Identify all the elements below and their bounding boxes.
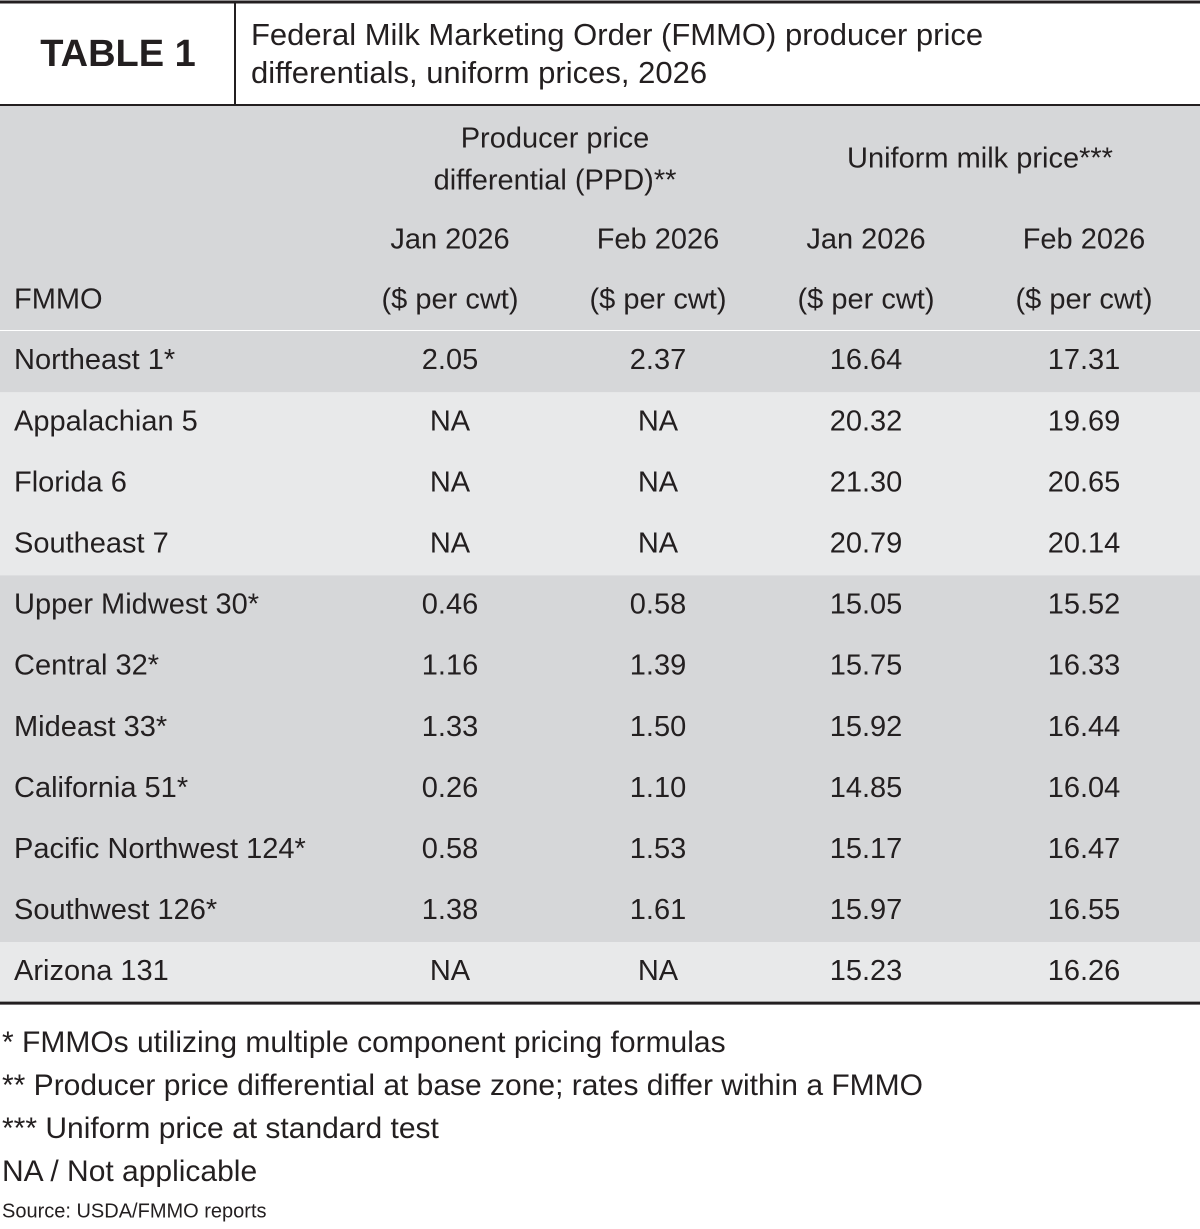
footnote: * FMMOs utilizing multiple component pri… xyxy=(2,1026,726,1059)
header-band xyxy=(0,105,1200,330)
cell-value: 1.10 xyxy=(630,772,686,804)
table-title: Federal Milk Marketing Order (FMMO) prod… xyxy=(251,17,983,52)
row-label: Central 32* xyxy=(14,650,159,682)
table-label: TABLE 1 xyxy=(40,33,196,75)
group-header: differential (PPD)** xyxy=(434,165,677,197)
column-unit: ($ per cwt) xyxy=(1016,284,1153,316)
cell-value: 0.58 xyxy=(422,833,478,865)
cell-value: 1.61 xyxy=(630,894,686,926)
cell-value: 15.52 xyxy=(1048,589,1121,621)
cell-value: 16.26 xyxy=(1048,955,1121,987)
row-label: Florida 6 xyxy=(14,466,127,498)
cell-value: NA xyxy=(430,955,471,987)
cell-value: 16.04 xyxy=(1048,772,1121,804)
cell-value: 21.30 xyxy=(830,466,903,498)
row-band xyxy=(0,942,1200,1004)
row-band xyxy=(0,514,1200,576)
row-label: Arizona 131 xyxy=(14,955,169,987)
footnote: NA / Not applicable xyxy=(2,1155,257,1188)
cell-value: NA xyxy=(638,528,679,560)
cell-value: 16.44 xyxy=(1048,711,1121,743)
row-label: Appalachian 5 xyxy=(14,405,198,437)
column-unit: ($ per cwt) xyxy=(382,284,519,316)
cell-value: 1.50 xyxy=(630,711,686,743)
cell-value: 20.79 xyxy=(830,528,903,560)
cell-value: 15.75 xyxy=(830,650,903,682)
row-band xyxy=(0,880,1200,943)
cell-value: 15.92 xyxy=(830,711,903,743)
cell-value: 15.05 xyxy=(830,589,903,621)
row-label: Mideast 33* xyxy=(14,711,167,743)
row-label: Southeast 7 xyxy=(14,528,169,560)
cell-value: NA xyxy=(638,405,679,437)
cell-value: 15.97 xyxy=(830,894,903,926)
row-band xyxy=(0,636,1200,699)
column-period: Feb 2026 xyxy=(597,224,720,256)
row-label: California 51* xyxy=(14,772,188,804)
group-header: Producer price xyxy=(461,123,650,155)
cell-value: 2.05 xyxy=(422,344,478,376)
footnote: *** Uniform price at standard test xyxy=(2,1112,440,1145)
cell-value: 0.46 xyxy=(422,589,478,621)
cell-value: NA xyxy=(638,466,679,498)
row-label: Southwest 126* xyxy=(14,894,217,926)
cell-value: 1.16 xyxy=(422,650,478,682)
row-band xyxy=(0,453,1200,515)
cell-value: 1.33 xyxy=(422,711,478,743)
cell-value: 0.26 xyxy=(422,772,478,804)
column-period: Jan 2026 xyxy=(806,224,925,256)
row-label: Pacific Northwest 124* xyxy=(14,833,306,865)
cell-value: 20.14 xyxy=(1048,528,1121,560)
row-label: Upper Midwest 30* xyxy=(14,589,259,621)
footnote: ** Producer price differential at base z… xyxy=(2,1069,923,1102)
cell-value: 2.37 xyxy=(630,344,686,376)
cell-value: 16.47 xyxy=(1048,833,1121,865)
cell-value: 16.33 xyxy=(1048,650,1121,682)
cell-value: 0.58 xyxy=(630,589,686,621)
row-label: Northeast 1* xyxy=(14,344,175,376)
cell-value: 19.69 xyxy=(1048,405,1121,437)
row-band xyxy=(0,331,1200,393)
cell-value: 20.32 xyxy=(830,405,903,437)
cell-value: 20.65 xyxy=(1048,466,1121,498)
cell-value: 1.39 xyxy=(630,650,686,682)
column-unit: ($ per cwt) xyxy=(590,284,727,316)
row-band xyxy=(0,758,1200,821)
cell-value: NA xyxy=(430,528,471,560)
row-band xyxy=(0,819,1200,882)
row-header: FMMO xyxy=(14,284,103,316)
row-band xyxy=(0,697,1200,760)
source: Source: USDA/FMMO reports xyxy=(2,1200,267,1222)
column-period: Jan 2026 xyxy=(390,224,509,256)
column-period: Feb 2026 xyxy=(1023,224,1146,256)
cell-value: 1.53 xyxy=(630,833,686,865)
cell-value: 1.38 xyxy=(422,894,478,926)
column-unit: ($ per cwt) xyxy=(798,284,935,316)
cell-value: 14.85 xyxy=(830,772,903,804)
table-title: differentials, uniform prices, 2026 xyxy=(251,55,707,90)
cell-value: 16.64 xyxy=(830,344,903,376)
cell-value: NA xyxy=(638,955,679,987)
cell-value: 15.17 xyxy=(830,833,903,865)
cell-value: 17.31 xyxy=(1048,344,1121,376)
row-band xyxy=(0,392,1200,454)
cell-value: 15.23 xyxy=(830,955,903,987)
row-band xyxy=(0,575,1200,637)
cell-value: 16.55 xyxy=(1048,894,1121,926)
group-header: Uniform milk price*** xyxy=(847,143,1113,175)
cell-value: NA xyxy=(430,405,471,437)
cell-value: NA xyxy=(430,466,471,498)
